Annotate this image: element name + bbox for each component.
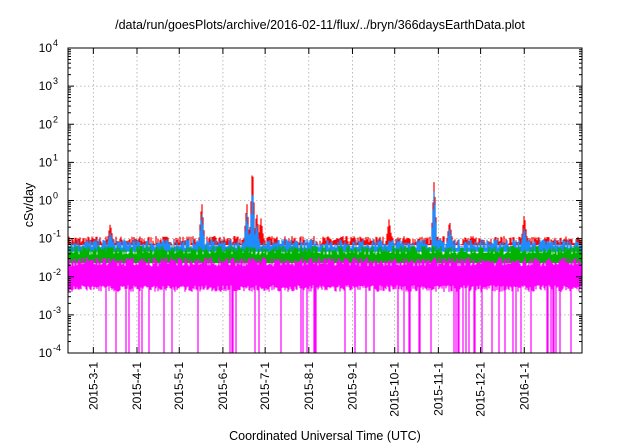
y-tick-exponent: 2 — [53, 114, 58, 124]
y-tick-label: 10 — [39, 155, 53, 169]
y-tick-exponent: -4 — [53, 343, 61, 353]
y-tick-label: 10 — [39, 79, 53, 93]
y-tick-label: 10 — [39, 41, 53, 55]
x-axis-ticks: 2015-3-1 2015-4-1 2015-5-1 2015-6-1 2015-7-1… — [86, 48, 531, 417]
x-tick-label: 2015-10-1 — [388, 362, 402, 417]
y-tick-exponent: -1 — [53, 229, 61, 239]
series-ff0000 — [68, 175, 582, 246]
y-tick-exponent: 1 — [53, 152, 58, 162]
x-tick-label: 2015-12-1 — [474, 362, 488, 417]
y-tick-label: 10 — [39, 232, 53, 246]
series-band — [68, 257, 582, 353]
chart-title: /data/run/goesPlots/archive/2016-02-11/f… — [115, 18, 525, 32]
series-band — [68, 175, 582, 246]
y-tick-exponent: -2 — [53, 267, 61, 277]
x-tick-label: 2015-11-1 — [431, 362, 445, 416]
x-tick-label: 2016-1-1 — [517, 362, 531, 410]
y-tick-exponent: 3 — [53, 76, 58, 86]
y-tick-label: 10 — [39, 270, 53, 284]
x-tick-label: 2015-6-1 — [216, 362, 230, 410]
y-tick-exponent: -3 — [53, 305, 61, 315]
x-tick-label: 2015-4-1 — [130, 362, 144, 410]
x-tick-label: 2015-7-1 — [258, 362, 272, 410]
x-tick-label: 2015-9-1 — [345, 362, 359, 410]
y-tick-label: 10 — [39, 346, 53, 360]
y-tick-label: 10 — [39, 194, 53, 208]
y-tick-exponent: 4 — [53, 38, 58, 48]
x-axis-label: Coordinated Universal Time (UTC) — [229, 429, 421, 443]
y-tick-exponent: 0 — [53, 191, 58, 201]
series-ff00ff — [68, 257, 582, 353]
x-tick-label: 2015-3-1 — [86, 362, 100, 410]
x-tick-label: 2015-5-1 — [172, 362, 186, 410]
x-tick-label: 2015-8-1 — [302, 362, 316, 410]
plot-area — [68, 175, 582, 353]
y-tick-label: 10 — [39, 117, 53, 131]
y-tick-label: 10 — [39, 308, 53, 322]
